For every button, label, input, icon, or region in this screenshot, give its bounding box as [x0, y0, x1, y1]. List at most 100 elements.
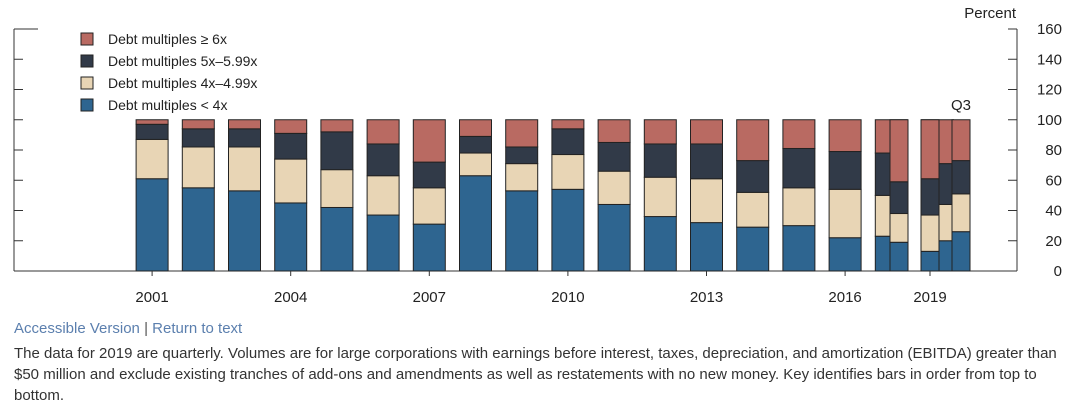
- accessible-version-link[interactable]: Accessible Version: [14, 320, 140, 337]
- bar-segment-2019Q2-s1: [920, 214, 940, 252]
- bar-segment-2015-s3: [782, 119, 816, 149]
- y-axis-label: Percent: [964, 5, 1017, 22]
- bar-segment-2011-s1: [597, 170, 631, 205]
- bar-segment-2002-s3: [181, 119, 215, 130]
- bar-segment-2004-s1: [274, 158, 308, 204]
- bar-segment-2008-s1: [459, 152, 492, 177]
- bar-segment-2003-s2: [228, 128, 261, 148]
- bar-segment-2006-s2: [366, 143, 400, 177]
- y-tick-label: 160: [1037, 21, 1062, 38]
- y-axis-right: 0 20 40 60 80 100 120 140 160: [1008, 21, 1062, 280]
- y-tick-label: 20: [1045, 233, 1062, 250]
- bar-segment-2003-s1: [228, 146, 261, 192]
- bar-segment-2019Q1-s2: [889, 181, 909, 215]
- bar-segment-2002-s1: [181, 146, 215, 189]
- y-tick-label: 60: [1045, 172, 1062, 189]
- legend-swatch: [80, 76, 94, 90]
- bar-segment-2001-s1: [135, 138, 169, 180]
- bar-segment-2011-s0: [597, 203, 631, 272]
- legend-label: Debt multiples 5x–5.99x: [108, 53, 257, 69]
- bar-segment-2016-s0: [828, 237, 862, 272]
- q3-annotation: Q3: [951, 97, 971, 114]
- bar-segment-2012-s0: [643, 216, 677, 272]
- x-axis: 2001 2004 2007 2010 2013 2016 2019: [135, 271, 947, 306]
- bar-segment-2007-s3: [412, 119, 446, 163]
- bar-segment-2007-s0: [412, 223, 446, 272]
- bar-segment-2003-s3: [228, 119, 261, 130]
- y-tick-label: 120: [1037, 82, 1062, 99]
- bar-segment-2014-s2: [736, 160, 770, 193]
- bar-segment-2001-s2: [135, 123, 169, 140]
- bar-segment-2006-s0: [366, 214, 400, 272]
- bar-segment-2019Q1-s3: [889, 119, 909, 183]
- bar-segment-2016-s3: [828, 119, 862, 153]
- bar-segment-2005-s1: [320, 169, 354, 208]
- legend-swatch: [80, 32, 94, 46]
- legend-swatch: [80, 54, 94, 68]
- legend-swatch: [80, 98, 94, 112]
- legend-label: Debt multiples ≥ 6x: [108, 31, 227, 47]
- bar-segment-2008-s0: [459, 175, 492, 272]
- bar-segment-2004-s2: [274, 132, 308, 160]
- bar-segment-2019Q3-s0: [951, 231, 971, 272]
- bar-segment-2010-s2: [551, 128, 585, 156]
- legend: Debt multiples ≥ 6x Debt multiples 5x–5.9…: [80, 31, 257, 113]
- bar-segment-2009-s1: [505, 163, 539, 192]
- bar-segment-2015-s2: [782, 147, 816, 189]
- y-tick-label: 100: [1037, 112, 1062, 129]
- bar-segment-2019Q2-s3: [920, 119, 940, 180]
- x-tick-label: 2007: [413, 289, 446, 306]
- x-tick-label: 2016: [828, 289, 861, 306]
- y-tick-label: 80: [1045, 142, 1062, 159]
- bar-segment-2019Q3-s2: [951, 160, 971, 195]
- bar-segment-2002-s0: [181, 187, 215, 272]
- bars-layer: [135, 119, 971, 272]
- bar-segment-2019Q3-s3: [951, 119, 971, 162]
- bar-segment-2019Q1-s1: [889, 213, 909, 243]
- bar-segment-2002-s2: [181, 128, 215, 148]
- bar-segment-2001-s0: [135, 178, 169, 272]
- bar-segment-2013-s3: [690, 119, 723, 145]
- bar-segment-2006-s3: [366, 119, 400, 145]
- bar-segment-2004-s3: [274, 119, 308, 134]
- bar-segment-2004-s0: [274, 202, 308, 272]
- bar-segment-2010-s1: [551, 154, 585, 190]
- y-tick-label: 0: [1054, 263, 1062, 280]
- bar-segment-2011-s3: [597, 119, 631, 143]
- x-tick-label: 2004: [274, 289, 307, 306]
- bar-segment-2003-s0: [228, 190, 261, 272]
- links-row: Accessible Version | Return to text: [14, 320, 242, 337]
- bar-segment-2008-s2: [459, 135, 492, 154]
- bar-segment-2015-s1: [782, 187, 816, 227]
- bar-segment-2009-s3: [505, 119, 539, 148]
- bar-segment-2005-s0: [320, 206, 354, 272]
- bar-segment-2019Q2-s0: [920, 250, 940, 272]
- bar-segment-2016-s1: [828, 188, 862, 239]
- y-tick-label: 40: [1045, 203, 1062, 220]
- bar-segment-2019Q1-s0: [889, 241, 909, 272]
- return-to-text-link[interactable]: Return to text: [152, 320, 243, 337]
- chart-note: The data for 2019 are quarterly. Volumes…: [14, 345, 1057, 404]
- legend-label: Debt multiples 4x–4.99x: [108, 75, 257, 91]
- bar-segment-2006-s1: [366, 175, 400, 216]
- x-tick-label: 2019: [913, 289, 946, 306]
- bar-segment-2019Q2-s2: [920, 178, 940, 216]
- bar-segment-2013-s2: [690, 143, 723, 180]
- y-tick-label: 140: [1037, 51, 1062, 68]
- x-tick-label: 2010: [551, 289, 584, 306]
- x-tick-label: 2001: [135, 289, 168, 306]
- bar-segment-2016-s2: [828, 151, 862, 190]
- bar-segment-2014-s0: [736, 226, 770, 272]
- bar-segment-2012-s1: [643, 176, 677, 218]
- bar-segment-2009-s2: [505, 146, 539, 165]
- bar-segment-2019Q3-s1: [951, 193, 971, 233]
- link-separator: |: [144, 320, 148, 337]
- bar-segment-2007-s1: [412, 187, 446, 225]
- bar-segment-2005-s3: [320, 119, 354, 133]
- bar-segment-2014-s1: [736, 191, 770, 228]
- bar-segment-2008-s3: [459, 119, 492, 137]
- bar-segment-2012-s2: [643, 143, 677, 178]
- bar-segment-2001-s3: [135, 119, 169, 125]
- x-tick-label: 2013: [690, 289, 723, 306]
